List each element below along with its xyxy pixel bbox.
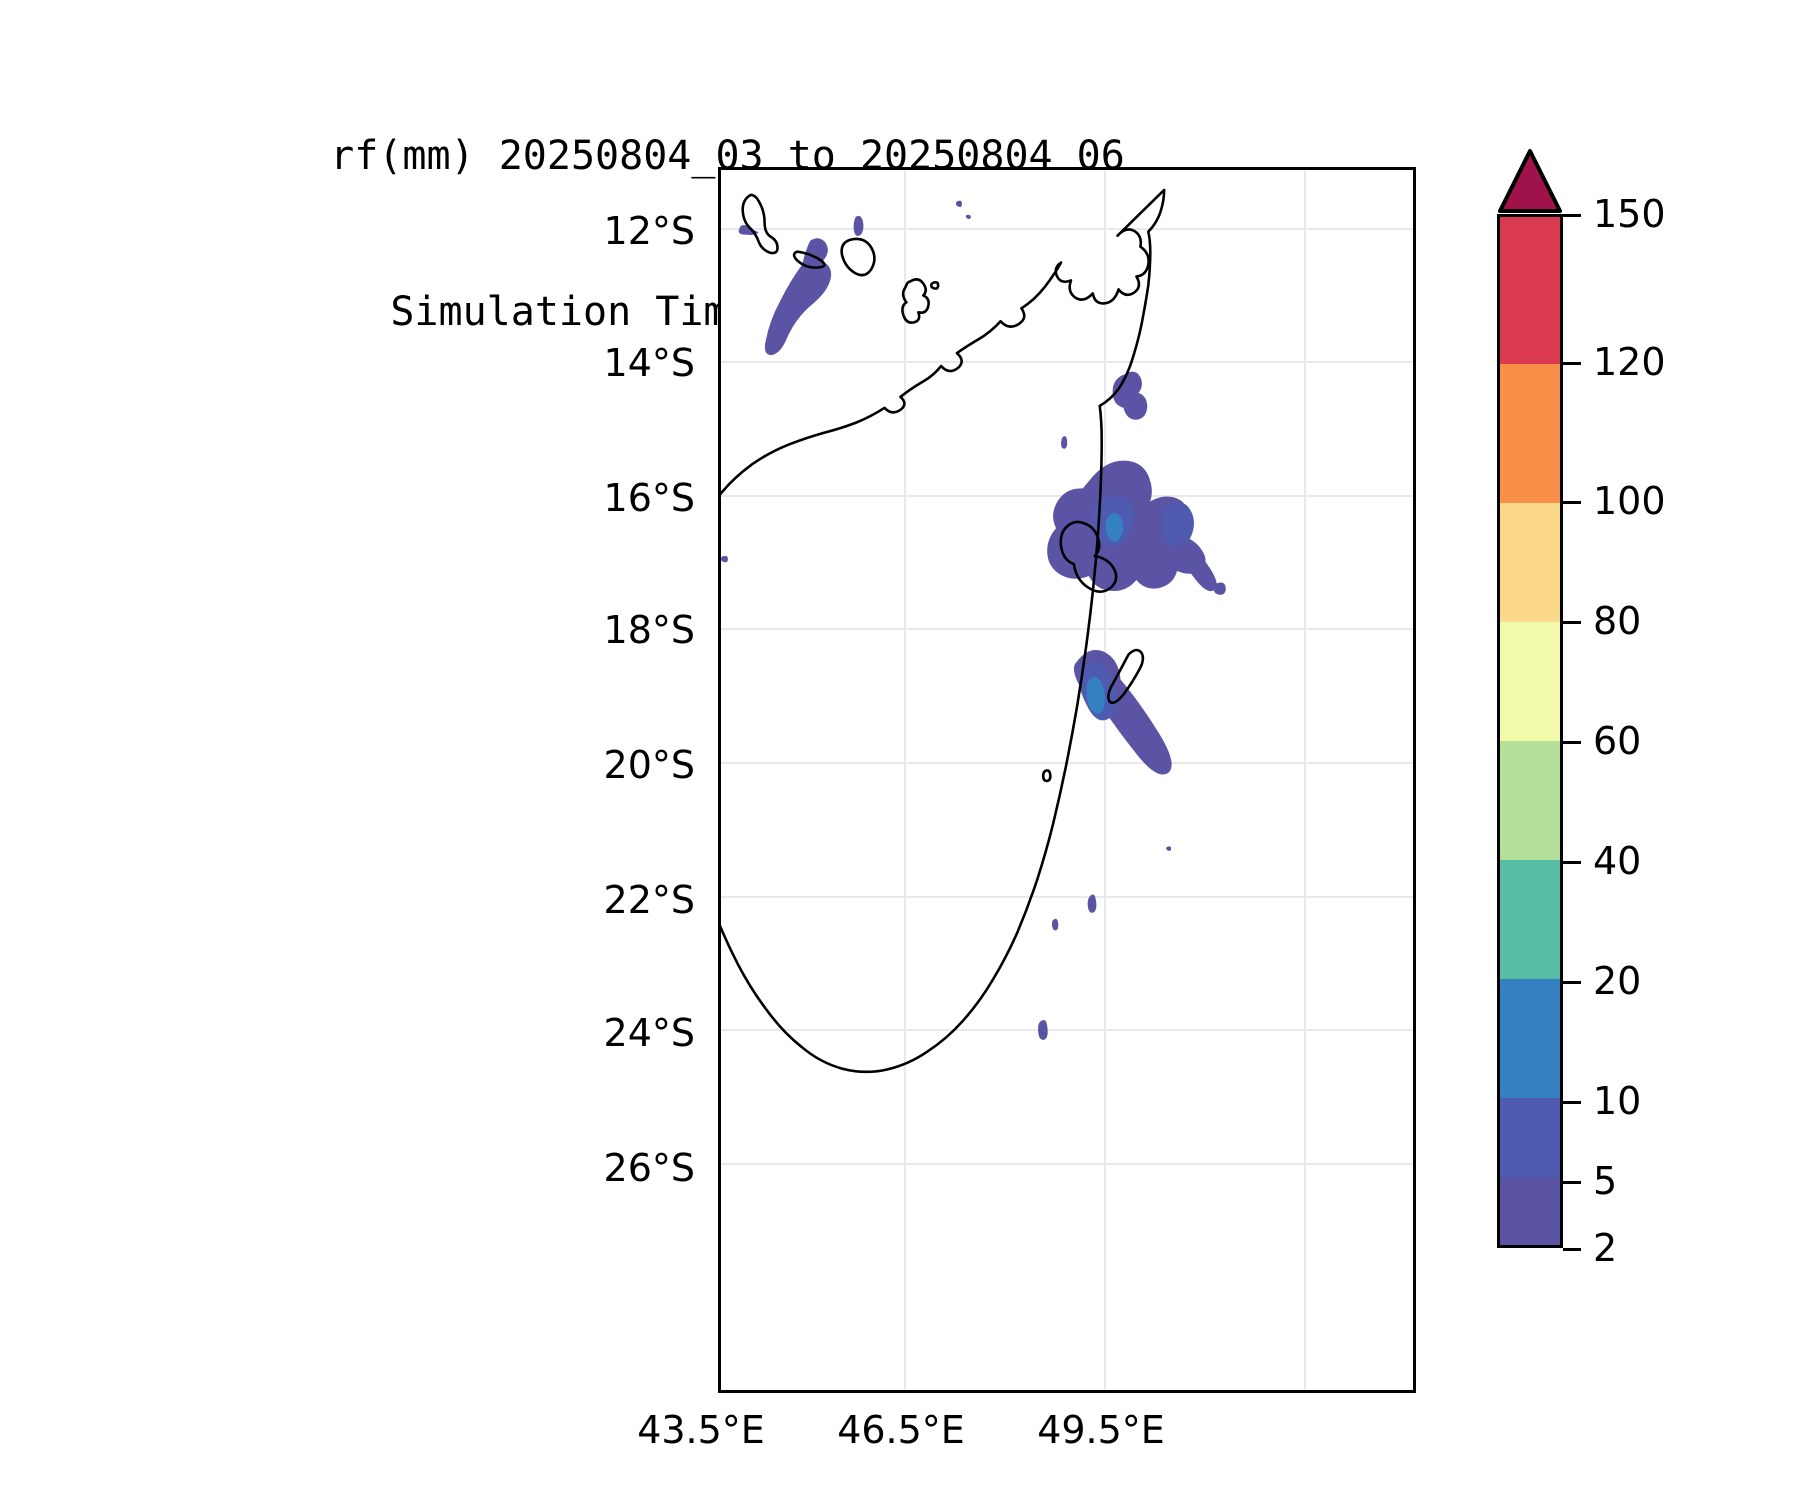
colorbar-tick-label: 10 <box>1593 1079 1642 1123</box>
colorbar-extend-arrow-icon <box>1498 149 1562 213</box>
y-tick-label: 20°S <box>603 743 695 787</box>
colorbar-tick <box>1563 214 1581 217</box>
coastline-antongil-bay <box>1059 520 1118 593</box>
colorbar-segment-2-5 <box>1500 1177 1560 1245</box>
colorbar-tick <box>1563 362 1581 365</box>
map-graphics <box>721 188 1226 1074</box>
colorbar-tick-label: 5 <box>1593 1159 1618 1203</box>
colorbar-tick <box>1563 741 1581 744</box>
colorbar-segment-120-150 <box>1500 217 1560 364</box>
colorbar-tick-label: 100 <box>1593 479 1666 523</box>
colorbar-segment-5-10 <box>1500 1097 1560 1178</box>
map-plot-area <box>721 170 1413 1390</box>
colorbar-tick <box>1563 501 1581 504</box>
rainfall-dot-east-1 <box>1087 894 1097 913</box>
rainfall-dot-east-3 <box>1038 1020 1048 1040</box>
colorbar-segment-100-120 <box>1500 363 1560 503</box>
gridline-horizontal <box>721 896 1413 898</box>
gridline-vertical <box>1304 170 1306 1390</box>
y-tick-label: 18°S <box>603 608 695 652</box>
y-tick-label: 26°S <box>603 1146 695 1190</box>
coastline-masoala <box>1107 648 1145 705</box>
x-tick-label: 49.5°E <box>1037 1408 1165 1452</box>
colorbar-tick <box>1563 1181 1581 1184</box>
colorbar-segment-60-80 <box>1500 621 1560 741</box>
rainfall-dot-east-2 <box>1051 918 1059 931</box>
colorbar-tick <box>1563 981 1581 984</box>
rainfall-cell-comoros-east <box>853 215 864 237</box>
y-tick-label: 12°S <box>603 209 695 253</box>
colorbar-tick-label: 60 <box>1593 719 1642 763</box>
x-tick-label: 43.5°E <box>637 1408 765 1452</box>
y-tick-label: 14°S <box>603 341 695 385</box>
colorbar-segment-80-100 <box>1500 502 1560 622</box>
rainfall-streak-ne-1 <box>1175 541 1217 592</box>
rainfall-dot-antongil-se <box>1166 846 1172 851</box>
x-tick-label: 46.5°E <box>837 1408 965 1452</box>
rainfall-dot-west <box>721 555 728 563</box>
colorbar-segment-40-60 <box>1500 740 1560 860</box>
rainfall-streak-north-tip <box>1112 371 1148 420</box>
colorbar-tick <box>1563 1101 1581 1104</box>
colorbar-tick-label: 120 <box>1593 340 1666 384</box>
coastline-mayotte <box>901 278 930 324</box>
coastline-mayotte-islet <box>929 280 940 290</box>
coastline <box>721 188 1166 1074</box>
rainfall-contours <box>721 200 1226 1040</box>
coastline-grande-comore <box>741 193 779 255</box>
colorbar-tick-label: 80 <box>1593 599 1642 643</box>
gridline-horizontal <box>721 628 1413 630</box>
rainfall-cell-ne-kernel-left <box>1105 513 1124 542</box>
gridline-horizontal <box>721 1029 1413 1031</box>
colorbar-segment-10-20 <box>1500 978 1560 1098</box>
colorbar-tick <box>1563 621 1581 624</box>
gridline-horizontal <box>721 361 1413 363</box>
rainfall-dot-nw-2 <box>965 214 971 220</box>
gridline-vertical <box>1104 170 1106 1390</box>
coastline-lake-alaotra <box>1041 769 1052 783</box>
y-tick-label: 24°S <box>603 1011 695 1055</box>
rainfall-cell-comoros-main <box>764 238 832 356</box>
coastline-moheli <box>792 250 826 269</box>
colorbar-tick <box>1563 1248 1581 1251</box>
colorbar-tick-label: 40 <box>1593 839 1642 883</box>
gridline-horizontal <box>721 228 1413 230</box>
colorbar-tick-label: 150 <box>1593 192 1666 236</box>
colorbar-tick <box>1563 861 1581 864</box>
colorbar: 150 120 100 80 60 40 20 10 5 2 <box>1497 148 1666 1270</box>
map-axes <box>718 167 1416 1393</box>
rainfall-dot-north-sea <box>1061 436 1068 449</box>
rainfall-cell-antongil-kernel <box>1086 676 1105 714</box>
coastline-madagascar <box>721 188 1166 1074</box>
rainfall-cell-ne-core-right <box>1161 502 1194 548</box>
rainfall-streak-ne-2 <box>1213 582 1226 595</box>
gridline-vertical <box>904 170 906 1390</box>
gridline-horizontal <box>721 1163 1413 1165</box>
colorbar-tick-label: 2 <box>1593 1226 1618 1270</box>
y-tick-label: 16°S <box>603 476 695 520</box>
rainfall-dot-nw-1 <box>955 200 962 208</box>
colorbar-gradient <box>1497 214 1563 1248</box>
colorbar-tick-label: 20 <box>1593 959 1642 1003</box>
coastline-anjouan <box>840 237 876 277</box>
colorbar-segment-20-40 <box>1500 859 1560 979</box>
y-tick-label: 22°S <box>603 878 695 922</box>
